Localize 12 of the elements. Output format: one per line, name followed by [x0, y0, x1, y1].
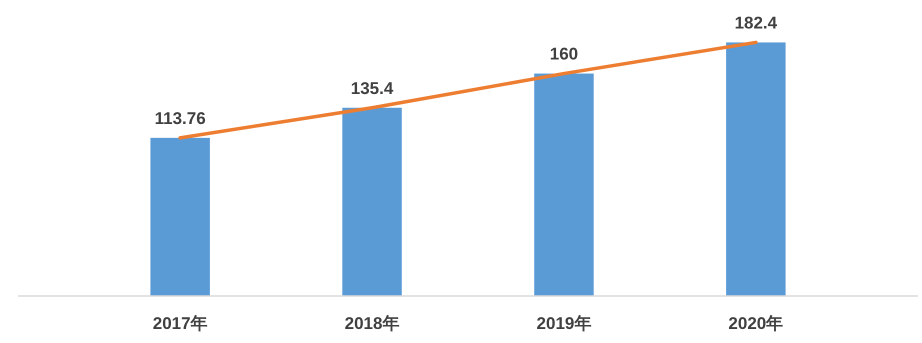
x-tick-label: 2017年: [152, 314, 208, 333]
bar: [342, 108, 402, 296]
bar: [726, 42, 786, 296]
bar: [534, 74, 594, 296]
data-label: 160: [550, 44, 578, 64]
data-label: 182.4: [734, 13, 778, 32]
bar: [150, 138, 210, 296]
data-label: 113.76: [154, 108, 206, 128]
x-tick-label: 2019年: [536, 314, 592, 333]
x-tick-label: 2020年: [728, 314, 784, 333]
x-tick-label: 2018年: [344, 314, 400, 333]
data-label: 135.4: [350, 78, 394, 98]
